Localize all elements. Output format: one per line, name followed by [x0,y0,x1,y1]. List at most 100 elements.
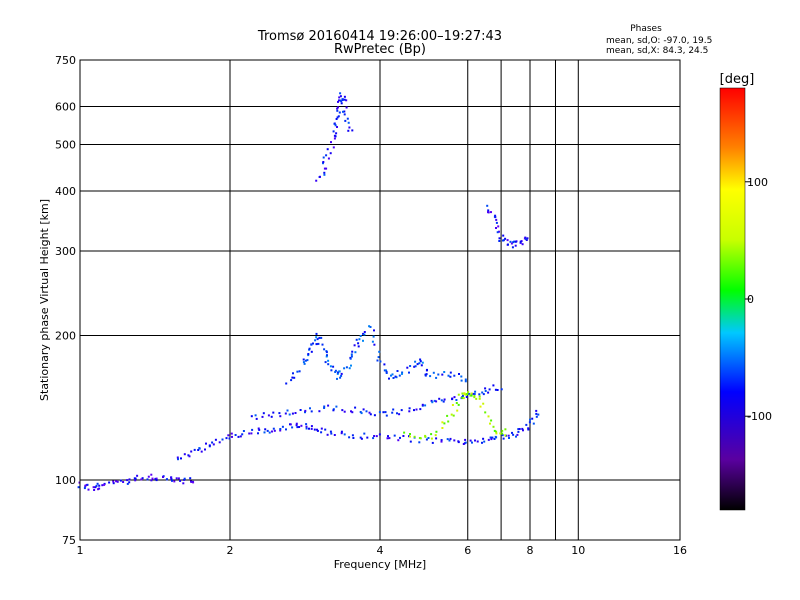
data-point [372,437,375,440]
data-point [435,400,438,403]
data-point [170,476,172,479]
data-point [450,413,453,416]
data-point [413,435,416,438]
data-point [476,440,479,443]
data-point [363,333,366,336]
data-point [495,430,498,433]
data-point [332,146,335,149]
data-point [122,481,125,483]
data-point [334,369,337,372]
y-tick-label: 750 [55,54,76,67]
data-point [177,458,179,461]
data-point [495,227,497,229]
data-point [257,432,259,435]
data-point [298,426,301,428]
data-point [378,433,381,436]
data-point [435,376,438,379]
data-point [488,388,491,391]
data-point [432,371,435,374]
data-point [327,359,330,362]
data-point [504,434,507,437]
data-point [516,433,519,436]
data-point [455,402,458,404]
data-point [255,417,258,420]
data-point [239,435,242,438]
data-point [461,396,463,399]
data-point [525,238,528,241]
data-point [368,411,371,414]
data-point [535,409,538,412]
data-point [474,390,477,393]
data-point [484,387,487,390]
data-point [291,426,294,429]
data-point [98,487,101,490]
data-point [77,486,80,489]
data-point [343,367,346,370]
data-point [340,372,343,375]
data-point [347,121,350,124]
data-point [440,439,443,442]
data-point [266,429,269,432]
data-point [462,397,465,400]
data-point [425,438,428,441]
data-point [347,129,350,132]
data-point [490,419,493,422]
data-point [517,428,520,431]
data-point [487,415,490,418]
data-point [337,115,340,118]
data-point [270,415,273,418]
data-point [437,373,440,376]
data-point [514,240,517,243]
data-point [419,437,422,440]
data-point [390,374,392,377]
data-point [136,474,139,477]
data-point [340,432,343,435]
data-point [504,237,507,240]
data-point [323,173,326,176]
data-point [310,350,313,353]
data-point [340,102,343,105]
data-point [487,211,490,214]
data-point [350,355,353,358]
data-point [296,426,299,429]
data-point [335,132,338,135]
data-point [345,99,348,102]
data-point [302,361,305,364]
data-point [501,432,504,435]
data-point [108,481,111,484]
data-point [313,428,316,431]
data-point [350,410,352,413]
data-point [338,96,341,99]
data-point [357,345,360,348]
data-point [171,479,173,482]
data-point [200,450,203,453]
data-point [192,481,195,484]
data-point [343,410,346,413]
data-point [392,408,395,411]
data-point [273,429,276,432]
data-point [408,371,410,374]
data-point [351,129,354,132]
data-point [116,480,119,483]
data-point [462,394,464,397]
data-point [398,413,401,416]
data-point [298,370,301,373]
data-point [318,410,321,413]
data-point [307,354,310,357]
data-point [490,211,492,214]
data-point [272,411,275,414]
data-point [401,371,404,374]
data-point [424,404,427,407]
data-point [141,477,144,480]
data-point [306,359,309,362]
data-point [323,348,326,351]
plot-frame [79,59,681,541]
data-point [522,429,524,432]
data-point [391,411,394,414]
data-point [345,106,348,109]
data-point [166,478,168,481]
data-point [446,438,449,441]
data-point [447,374,450,377]
data-point [382,411,385,414]
data-point [359,436,362,439]
